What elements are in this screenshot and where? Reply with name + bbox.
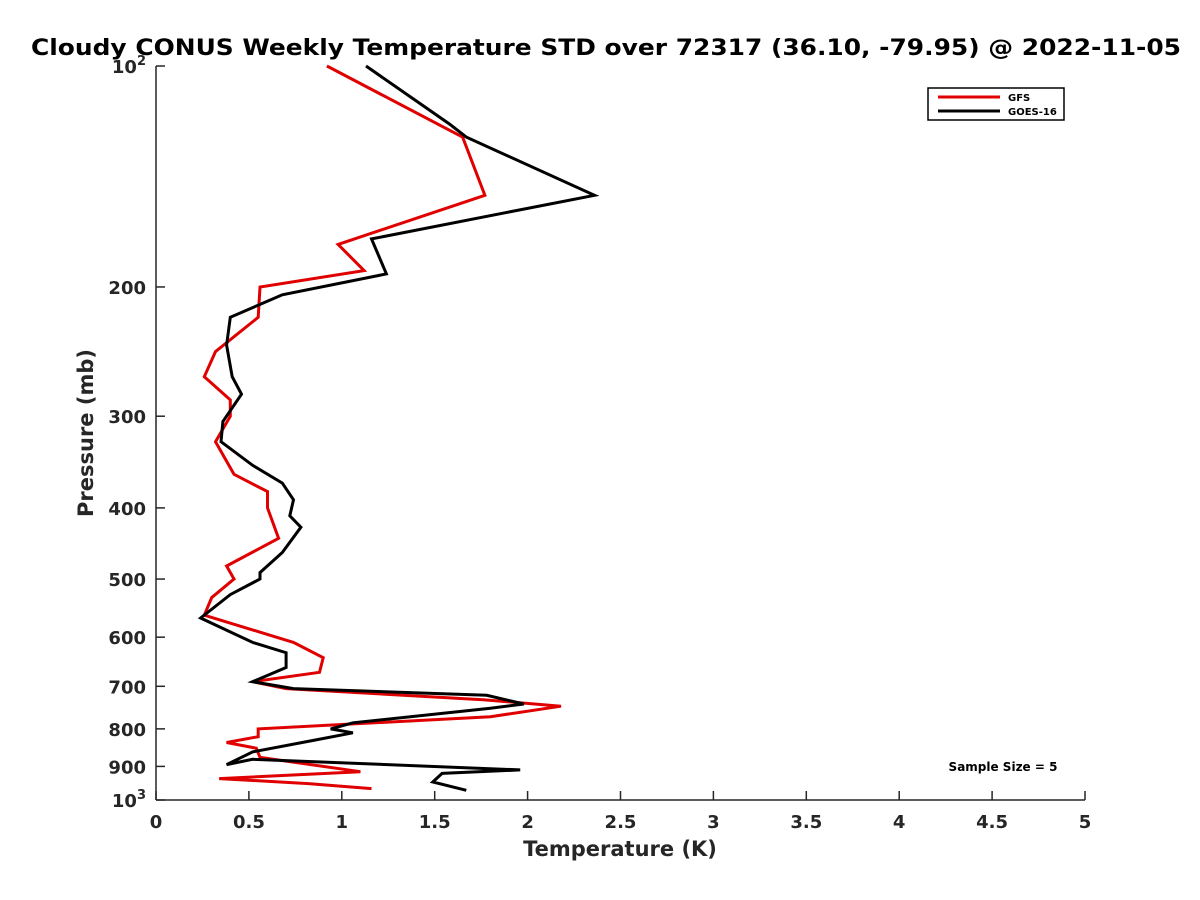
x-tick-label: 1 <box>336 812 349 833</box>
x-tick-label: 3 <box>707 812 720 833</box>
series-line-goes-16 <box>197 64 600 792</box>
tick-labels: 0 0.5 1 1.5 2 2.5 3 3.5 4 4.5 5 102 200 300 400 500 600 7… <box>108 54 1091 833</box>
x-tick-label: 0 <box>150 812 163 833</box>
legend-box <box>927 87 1065 121</box>
x-tick-label: 2 <box>521 812 534 833</box>
legend-label-goes-16: GOES-16 <box>1008 107 1057 118</box>
sample-size-annotation: Sample Size = 5 <box>949 760 1058 774</box>
y-tick-label: 700 <box>108 677 146 698</box>
series-line-gfs <box>202 64 562 791</box>
axes <box>155 65 1086 801</box>
x-tick-label: 4.5 <box>976 812 1008 833</box>
y-tick-label: 900 <box>108 757 146 778</box>
y-tick-label: 103 <box>112 788 146 812</box>
x-tick-label: 2.5 <box>605 812 637 833</box>
x-tick-label: 4 <box>893 812 906 833</box>
y-tick-label: 500 <box>108 570 146 591</box>
x-tick-label: 1.5 <box>419 812 451 833</box>
y-axis-label: Pressure (mb) <box>74 349 98 517</box>
y-tick-label: 400 <box>108 499 146 520</box>
series-layer <box>197 64 600 792</box>
y-tick-label: 600 <box>108 628 146 649</box>
chart-title: Cloudy CONUS Weekly Temperature STD over… <box>31 36 1181 61</box>
legend: GFS GOES-16 <box>927 87 1065 121</box>
x-axis-label: Temperature (K) <box>523 837 717 861</box>
x-tick-label: 0.5 <box>233 812 265 833</box>
y-tick-label: 102 <box>112 54 146 78</box>
x-tick-label: 5 <box>1079 812 1092 833</box>
x-tick-label: 3.5 <box>790 812 822 833</box>
legend-label-gfs: GFS <box>1008 93 1030 104</box>
y-tick-label: 300 <box>108 407 146 428</box>
y-tick-label: 800 <box>108 720 146 741</box>
y-tick-label: 200 <box>108 278 146 299</box>
